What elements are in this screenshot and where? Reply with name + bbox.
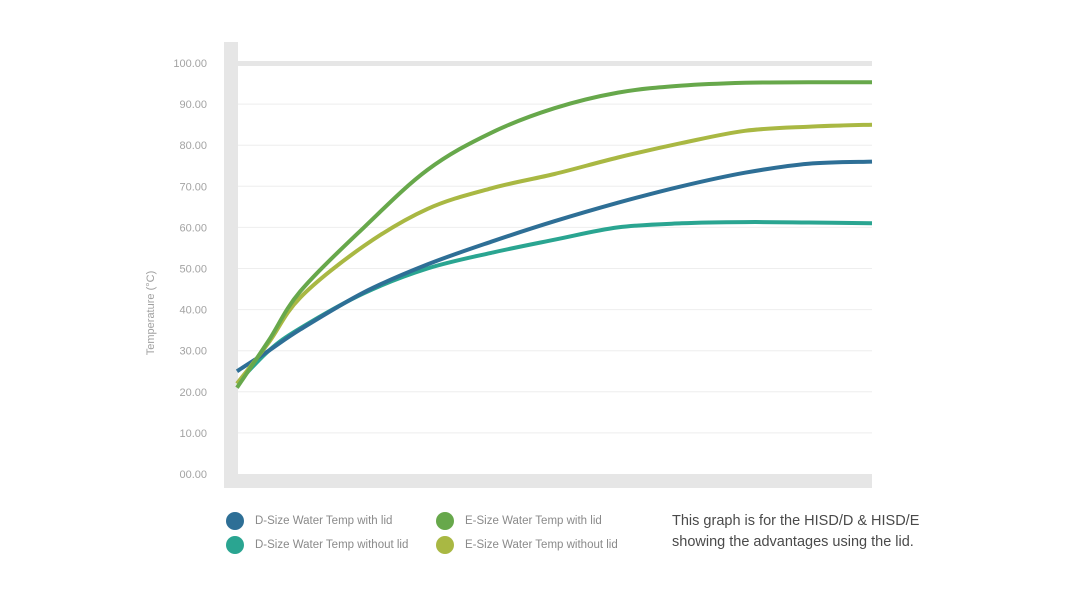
legend: D-Size Water Temp with lid D-Size Water … — [226, 511, 646, 559]
legend-item-d-with-lid: D-Size Water Temp with lid — [226, 512, 392, 530]
legend-swatch — [226, 512, 244, 530]
series-line — [235, 80, 873, 389]
note-line-2: showing the advantages using the lid. — [672, 534, 914, 550]
x-axis-bar — [224, 474, 872, 488]
y-tick-label: 90.00 — [179, 99, 207, 111]
legend-label: D-Size Water Temp without lid — [255, 539, 409, 551]
y-tick-label: 100.00 — [173, 58, 207, 70]
y-tick-label: 30.00 — [179, 346, 207, 358]
series-line — [235, 122, 873, 385]
note-line-1: This graph is for the HISD/D & HISD/E — [672, 513, 920, 529]
legend-label: D-Size Water Temp with lid — [255, 515, 393, 527]
legend-label: E-Size Water Temp without lid — [465, 539, 618, 551]
y-axis-label: Temperature (°C) — [145, 271, 157, 355]
legend-label: E-Size Water Temp with lid — [465, 515, 602, 527]
legend-swatch — [436, 512, 454, 530]
chart-frame — [224, 42, 872, 488]
y-tick-label: 60.00 — [179, 222, 207, 234]
legend-item-d-without-lid: D-Size Water Temp without lid — [226, 536, 408, 554]
y-axis-bar — [224, 42, 238, 488]
legend-item-e-with-lid: E-Size Water Temp with lid — [436, 512, 602, 530]
top-band — [238, 61, 872, 66]
chart-note: This graph is for the HISD/D & HISD/E sh… — [672, 511, 919, 553]
legend-item-e-without-lid: E-Size Water Temp without lid — [436, 536, 618, 554]
y-tick-label: 50.00 — [179, 264, 207, 276]
y-tick-label: 80.00 — [179, 140, 207, 152]
series-line — [235, 159, 873, 373]
y-tick-label: 40.00 — [179, 305, 207, 317]
series-lines — [235, 80, 873, 389]
series-line — [235, 220, 873, 385]
y-tick-label: 70.00 — [179, 181, 207, 193]
y-tick-label: 20.00 — [179, 387, 207, 399]
legend-swatch — [226, 536, 244, 554]
y-tick-label: 10.00 — [179, 428, 207, 440]
legend-swatch — [436, 536, 454, 554]
gridlines — [238, 103, 872, 434]
y-axis-ticks: 00.00 10.00 20.00 30.00 40.00 50.00 60.00 70.00… — [173, 58, 207, 481]
y-tick-label: 00.00 — [179, 469, 207, 481]
